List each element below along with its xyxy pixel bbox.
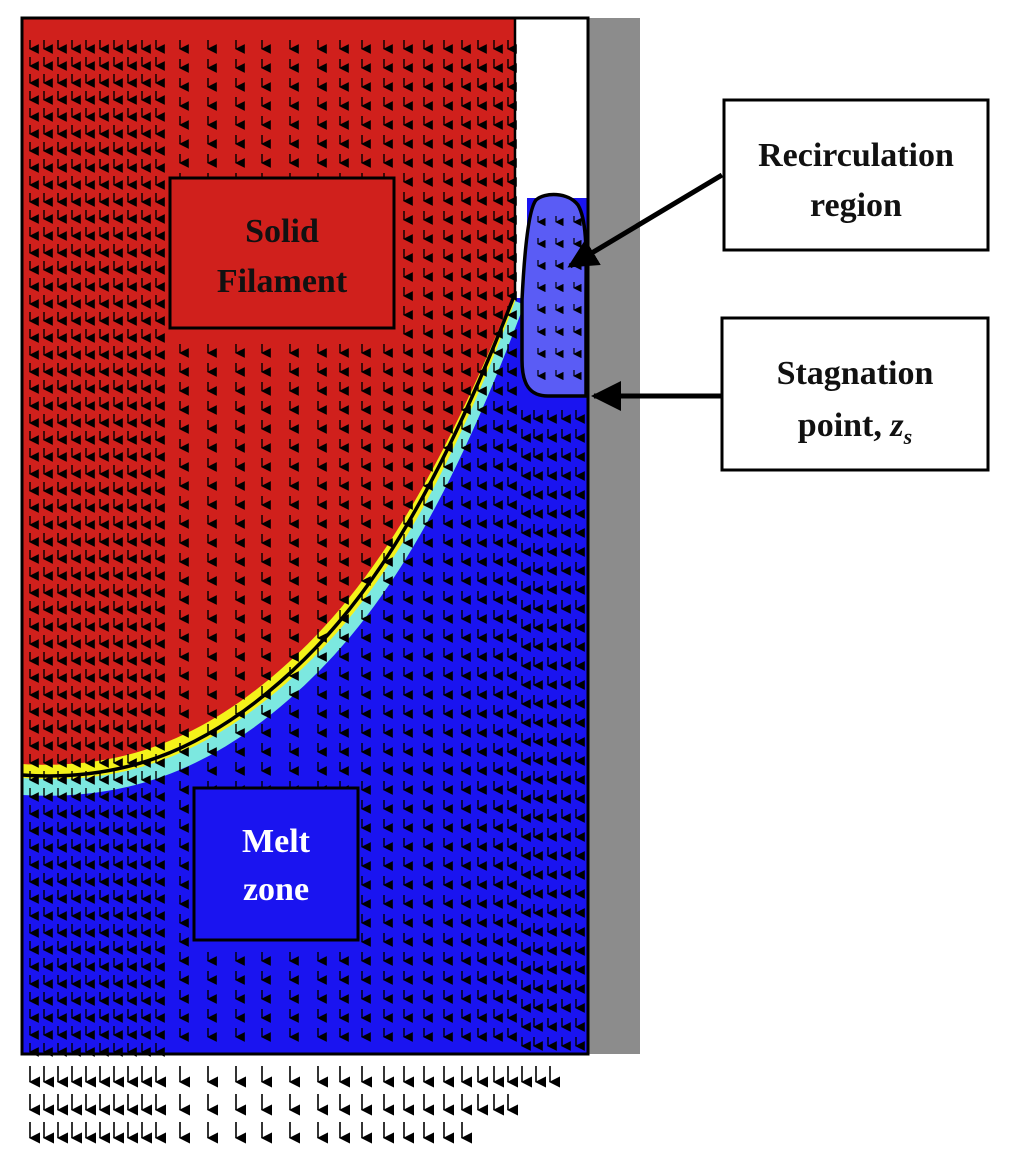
velocity-vector-field	[28, 40, 585, 1144]
solid-filament-label-box: Solid Filament	[168, 176, 396, 330]
recirculation-label-line2: region	[810, 187, 902, 224]
melt-label-line1: Melt	[242, 823, 311, 860]
recirculation-callout: Recirculation region	[567, 98, 990, 269]
stagnation-callout: Stagnation point, zs	[591, 316, 990, 472]
nozzle-wall	[588, 18, 640, 1054]
recirculation-region	[522, 194, 587, 396]
domain-outline	[20, 16, 590, 1056]
recirculation-pointer-arrow	[567, 172, 724, 269]
recirculation-outline	[520, 192, 588, 398]
wall-gap	[515, 18, 588, 198]
stagnation-label-line1: Stagnation	[777, 355, 934, 392]
melt-zone-label-box: Melt zone	[192, 786, 360, 942]
solid-label-line1: Solid	[245, 213, 319, 250]
recirculation-label-line1: Recirculation	[758, 137, 954, 174]
solid-label-line2: Filament	[217, 263, 348, 300]
melt-label-line2: zone	[243, 871, 309, 908]
stagnation-label-line2: point, zs	[798, 407, 912, 449]
